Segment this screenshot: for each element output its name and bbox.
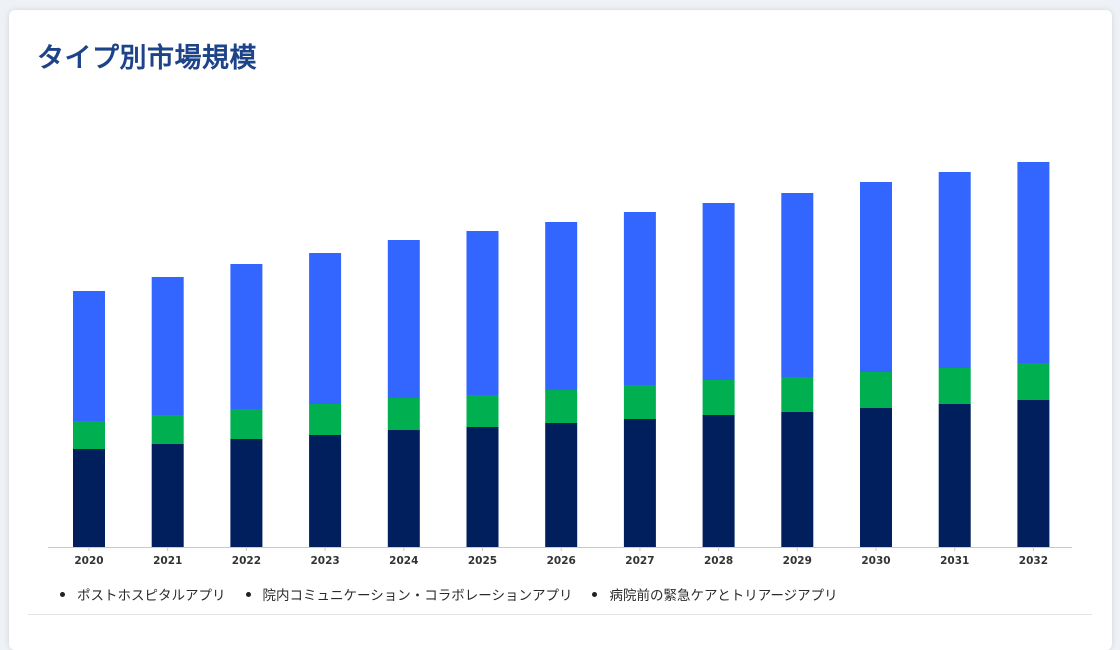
bar-segment-2027-series-1[interactable] — [623, 385, 656, 419]
bar-segment-2028-series-0[interactable] — [702, 415, 735, 547]
legend-item-pre-hospital[interactable]: 病院前の緊急ケアとトリアージアプリ — [592, 584, 838, 604]
legend-label: 院内コミュニケーション・コラボレーションアプリ — [262, 588, 573, 604]
bar-segment-2030-series-2[interactable] — [860, 182, 892, 372]
bar-segment-2024-series-1[interactable] — [387, 398, 420, 430]
bar-segment-2020-series-2[interactable] — [73, 291, 105, 421]
x-tick-label-2020: 2020 — [74, 555, 103, 567]
legend-bullet-icon — [60, 591, 65, 597]
legend-bullet-icon — [592, 591, 598, 597]
bar-segment-2022-series-2[interactable] — [230, 264, 263, 409]
x-tick-label-2022: 2022 — [232, 555, 261, 567]
bar-segment-2020-series-0[interactable] — [73, 449, 105, 547]
bar-segment-2023-series-1[interactable] — [309, 404, 342, 435]
bar-segment-2027-series-0[interactable] — [623, 419, 656, 547]
bar-segment-2024-series-0[interactable] — [387, 430, 420, 547]
bar-segment-2032-series-1[interactable] — [1017, 363, 1050, 400]
bar-segment-2030-series-0[interactable] — [860, 408, 892, 547]
bar-segment-2032-series-0[interactable] — [1017, 400, 1050, 547]
x-tick-label-2031: 2031 — [940, 555, 969, 567]
bar-segment-2025-series-0[interactable] — [466, 427, 499, 547]
bar-segment-2029-series-2[interactable] — [781, 193, 814, 377]
x-tick-label-2027: 2027 — [625, 555, 654, 567]
x-tick-label-2026: 2026 — [547, 555, 576, 567]
bar-segment-2029-series-1[interactable] — [781, 377, 814, 412]
x-tick-label-2030: 2030 — [861, 555, 890, 567]
bar-segment-2025-series-2[interactable] — [466, 231, 499, 395]
bar-segment-2026-series-1[interactable] — [545, 390, 578, 423]
legend-label: 病院前の緊急ケアとトリアージアプリ — [609, 588, 838, 604]
bar-segment-2028-series-1[interactable] — [702, 380, 735, 415]
divider — [28, 614, 1092, 615]
legend-bullet-icon — [245, 591, 251, 597]
bar-segment-2022-series-0[interactable] — [230, 439, 263, 547]
bar-segment-2031-series-0[interactable] — [938, 404, 971, 547]
legend-label: ポストホスピタルアプリ — [77, 588, 226, 604]
x-tick-label-2021: 2021 — [153, 555, 182, 567]
x-tick-label-2024: 2024 — [389, 555, 418, 567]
bar-segment-2023-series-0[interactable] — [309, 435, 342, 547]
bar-segment-2021-series-0[interactable] — [151, 444, 184, 547]
bar-segment-2024-series-2[interactable] — [387, 240, 420, 398]
bar-segment-2023-series-2[interactable] — [309, 253, 342, 404]
bar-segment-2026-series-2[interactable] — [545, 222, 578, 390]
bar-segment-2021-series-2[interactable] — [151, 277, 184, 415]
bar-segment-2028-series-2[interactable] — [702, 203, 735, 380]
bar-segment-2026-series-0[interactable] — [545, 423, 578, 547]
x-tick-label-2028: 2028 — [704, 555, 733, 567]
bar-segment-2020-series-1[interactable] — [73, 421, 105, 449]
legend-item-in-hospital[interactable]: 院内コミュニケーション・コラボレーションアプリ — [245, 584, 573, 604]
bar-segment-2032-series-2[interactable] — [1017, 162, 1050, 363]
stacked-bar-chart: 2020 2021 2022 2023 2024 2025 2026 2027 2028 2029… — [48, 162, 1072, 567]
x-tick-label-2032: 2032 — [1019, 555, 1048, 567]
bar-segment-2031-series-1[interactable] — [938, 368, 971, 404]
bar-segment-2029-series-0[interactable] — [781, 412, 814, 547]
bar-segment-2027-series-2[interactable] — [623, 212, 656, 385]
bar-segment-2021-series-1[interactable] — [151, 415, 184, 444]
chart-legend: ポストホスピタルアプリ 院内コミュニケーション・コラボレーションアプリ 病院前の… — [60, 584, 858, 604]
x-tick-label-2025: 2025 — [468, 555, 497, 567]
bar-segment-2022-series-1[interactable] — [230, 409, 263, 439]
chart-title: タイプ別市場規模 — [37, 43, 257, 74]
bar-segment-2031-series-2[interactable] — [938, 172, 971, 368]
x-tick-label-2023: 2023 — [310, 555, 339, 567]
bar-segment-2025-series-1[interactable] — [466, 395, 499, 427]
bar-segment-2030-series-1[interactable] — [860, 372, 892, 408]
legend-item-post-hospital[interactable]: ポストホスピタルアプリ — [60, 584, 226, 604]
x-tick-label-2029: 2029 — [783, 555, 812, 567]
